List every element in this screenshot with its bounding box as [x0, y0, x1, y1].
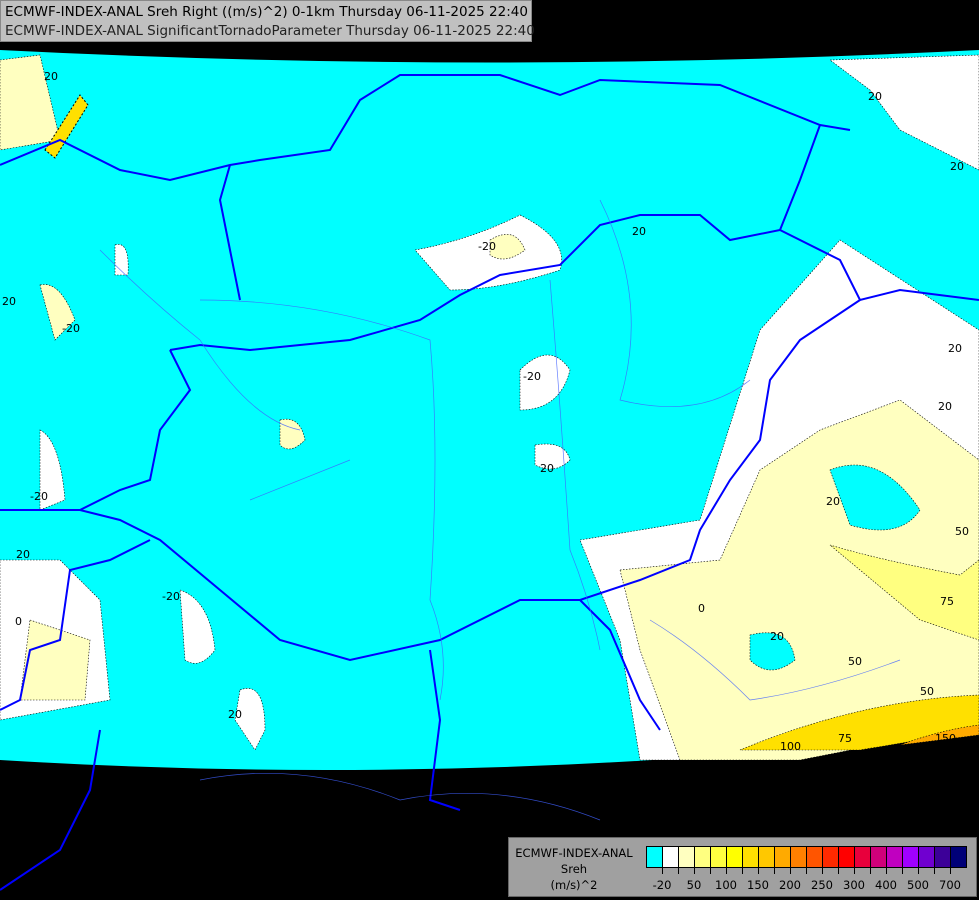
legend-tick-label: -20 — [652, 878, 672, 892]
legend-tick — [710, 868, 711, 874]
svg-text:20: 20 — [44, 70, 58, 83]
legend-swatch — [919, 847, 935, 867]
color-legend: ECMWF-INDEX-ANAL Sreh (m/s)^2 -20 50 100 15… — [508, 837, 977, 897]
svg-text:-20: -20 — [62, 322, 80, 335]
legend-swatch — [775, 847, 791, 867]
svg-text:50: 50 — [920, 685, 934, 698]
svg-text:-20: -20 — [478, 240, 496, 253]
svg-text:20: 20 — [540, 462, 554, 475]
legend-tick-label: 200 — [779, 878, 801, 892]
legend-tick — [886, 868, 887, 874]
legend-swatch — [743, 847, 759, 867]
legend-swatch — [839, 847, 855, 867]
svg-text:75: 75 — [940, 595, 954, 608]
legend-tick — [790, 868, 791, 874]
legend-swatch — [903, 847, 919, 867]
legend-tick — [822, 868, 823, 874]
legend-swatch — [807, 847, 823, 867]
svg-text:-20: -20 — [30, 490, 48, 503]
svg-text:20: 20 — [770, 630, 784, 643]
legend-tick — [678, 868, 679, 874]
svg-text:50: 50 — [955, 525, 969, 538]
svg-text:20: 20 — [950, 160, 964, 173]
legend-tick-label: 400 — [875, 878, 897, 892]
svg-text:150: 150 — [935, 732, 956, 745]
svg-text:20: 20 — [228, 708, 242, 721]
rivers — [99, 199, 901, 821]
svg-text:50: 50 — [848, 655, 862, 668]
contour-labels: 20 20 20 -20 20 20 -20 20 -20 20 20 -20 … — [2, 70, 969, 753]
legend-tick — [742, 868, 743, 874]
legend-variable: Sreh — [560, 862, 588, 876]
legend-swatch — [663, 847, 679, 867]
legend-swatches — [646, 846, 967, 868]
legend-swatch — [935, 847, 951, 867]
legend-unit: (m/s)^2 — [550, 878, 598, 892]
legend-tick — [870, 868, 871, 874]
legend-tick — [838, 868, 839, 874]
legend-tick — [950, 868, 951, 874]
svg-text:20: 20 — [826, 495, 840, 508]
legend-swatch — [647, 847, 663, 867]
legend-swatch — [887, 847, 903, 867]
legend-tick-label: 50 — [686, 878, 702, 892]
legend-tick-label: 500 — [907, 878, 929, 892]
svg-text:20: 20 — [938, 400, 952, 413]
legend-source: ECMWF-INDEX-ANAL — [515, 846, 633, 860]
svg-text:20: 20 — [2, 295, 16, 308]
svg-text:20: 20 — [868, 90, 882, 103]
positive-areas — [0, 54, 979, 761]
svg-text:20: 20 — [16, 548, 30, 561]
svg-text:-20: -20 — [523, 370, 541, 383]
map-title: ECMWF-INDEX-ANAL Sreh Right ((m/s)^2) 0-… — [0, 0, 535, 42]
svg-text:20: 20 — [632, 225, 646, 238]
country-borders — [0, 74, 979, 891]
svg-text:-20: -20 — [162, 590, 180, 603]
svg-text:100: 100 — [780, 740, 801, 753]
legend-tick-label: 300 — [843, 878, 865, 892]
title-line-2: ECMWF-INDEX-ANAL SignificantTornadoParam… — [5, 23, 535, 39]
legend-swatch — [695, 847, 711, 867]
legend-swatch — [711, 847, 727, 867]
legend-tick — [806, 868, 807, 874]
legend-swatch — [871, 847, 887, 867]
legend-tick — [918, 868, 919, 874]
svg-text:0: 0 — [15, 615, 22, 628]
legend-tick — [726, 868, 727, 874]
legend-swatch — [759, 847, 775, 867]
legend-tick — [854, 868, 855, 874]
legend-swatch — [791, 847, 807, 867]
legend-swatch — [727, 847, 743, 867]
legend-tick — [758, 868, 759, 874]
legend-tick-label: 100 — [715, 878, 737, 892]
title-line-1: ECMWF-INDEX-ANAL Sreh Right ((m/s)^2) 0-… — [5, 4, 528, 20]
legend-tick — [934, 868, 935, 874]
legend-tick — [774, 868, 775, 874]
legend-swatch — [855, 847, 871, 867]
legend-tick — [662, 868, 663, 874]
legend-tick-label: 150 — [747, 878, 769, 892]
legend-swatch — [951, 847, 966, 867]
svg-text:75: 75 — [838, 732, 852, 745]
legend-tick — [694, 868, 695, 874]
legend-swatch — [823, 847, 839, 867]
legend-swatch — [679, 847, 695, 867]
legend-tick-label: 700 — [939, 878, 961, 892]
svg-text:0: 0 — [698, 602, 705, 615]
legend-tick — [902, 868, 903, 874]
svg-text:20: 20 — [948, 342, 962, 355]
legend-tick-label: 250 — [811, 878, 833, 892]
